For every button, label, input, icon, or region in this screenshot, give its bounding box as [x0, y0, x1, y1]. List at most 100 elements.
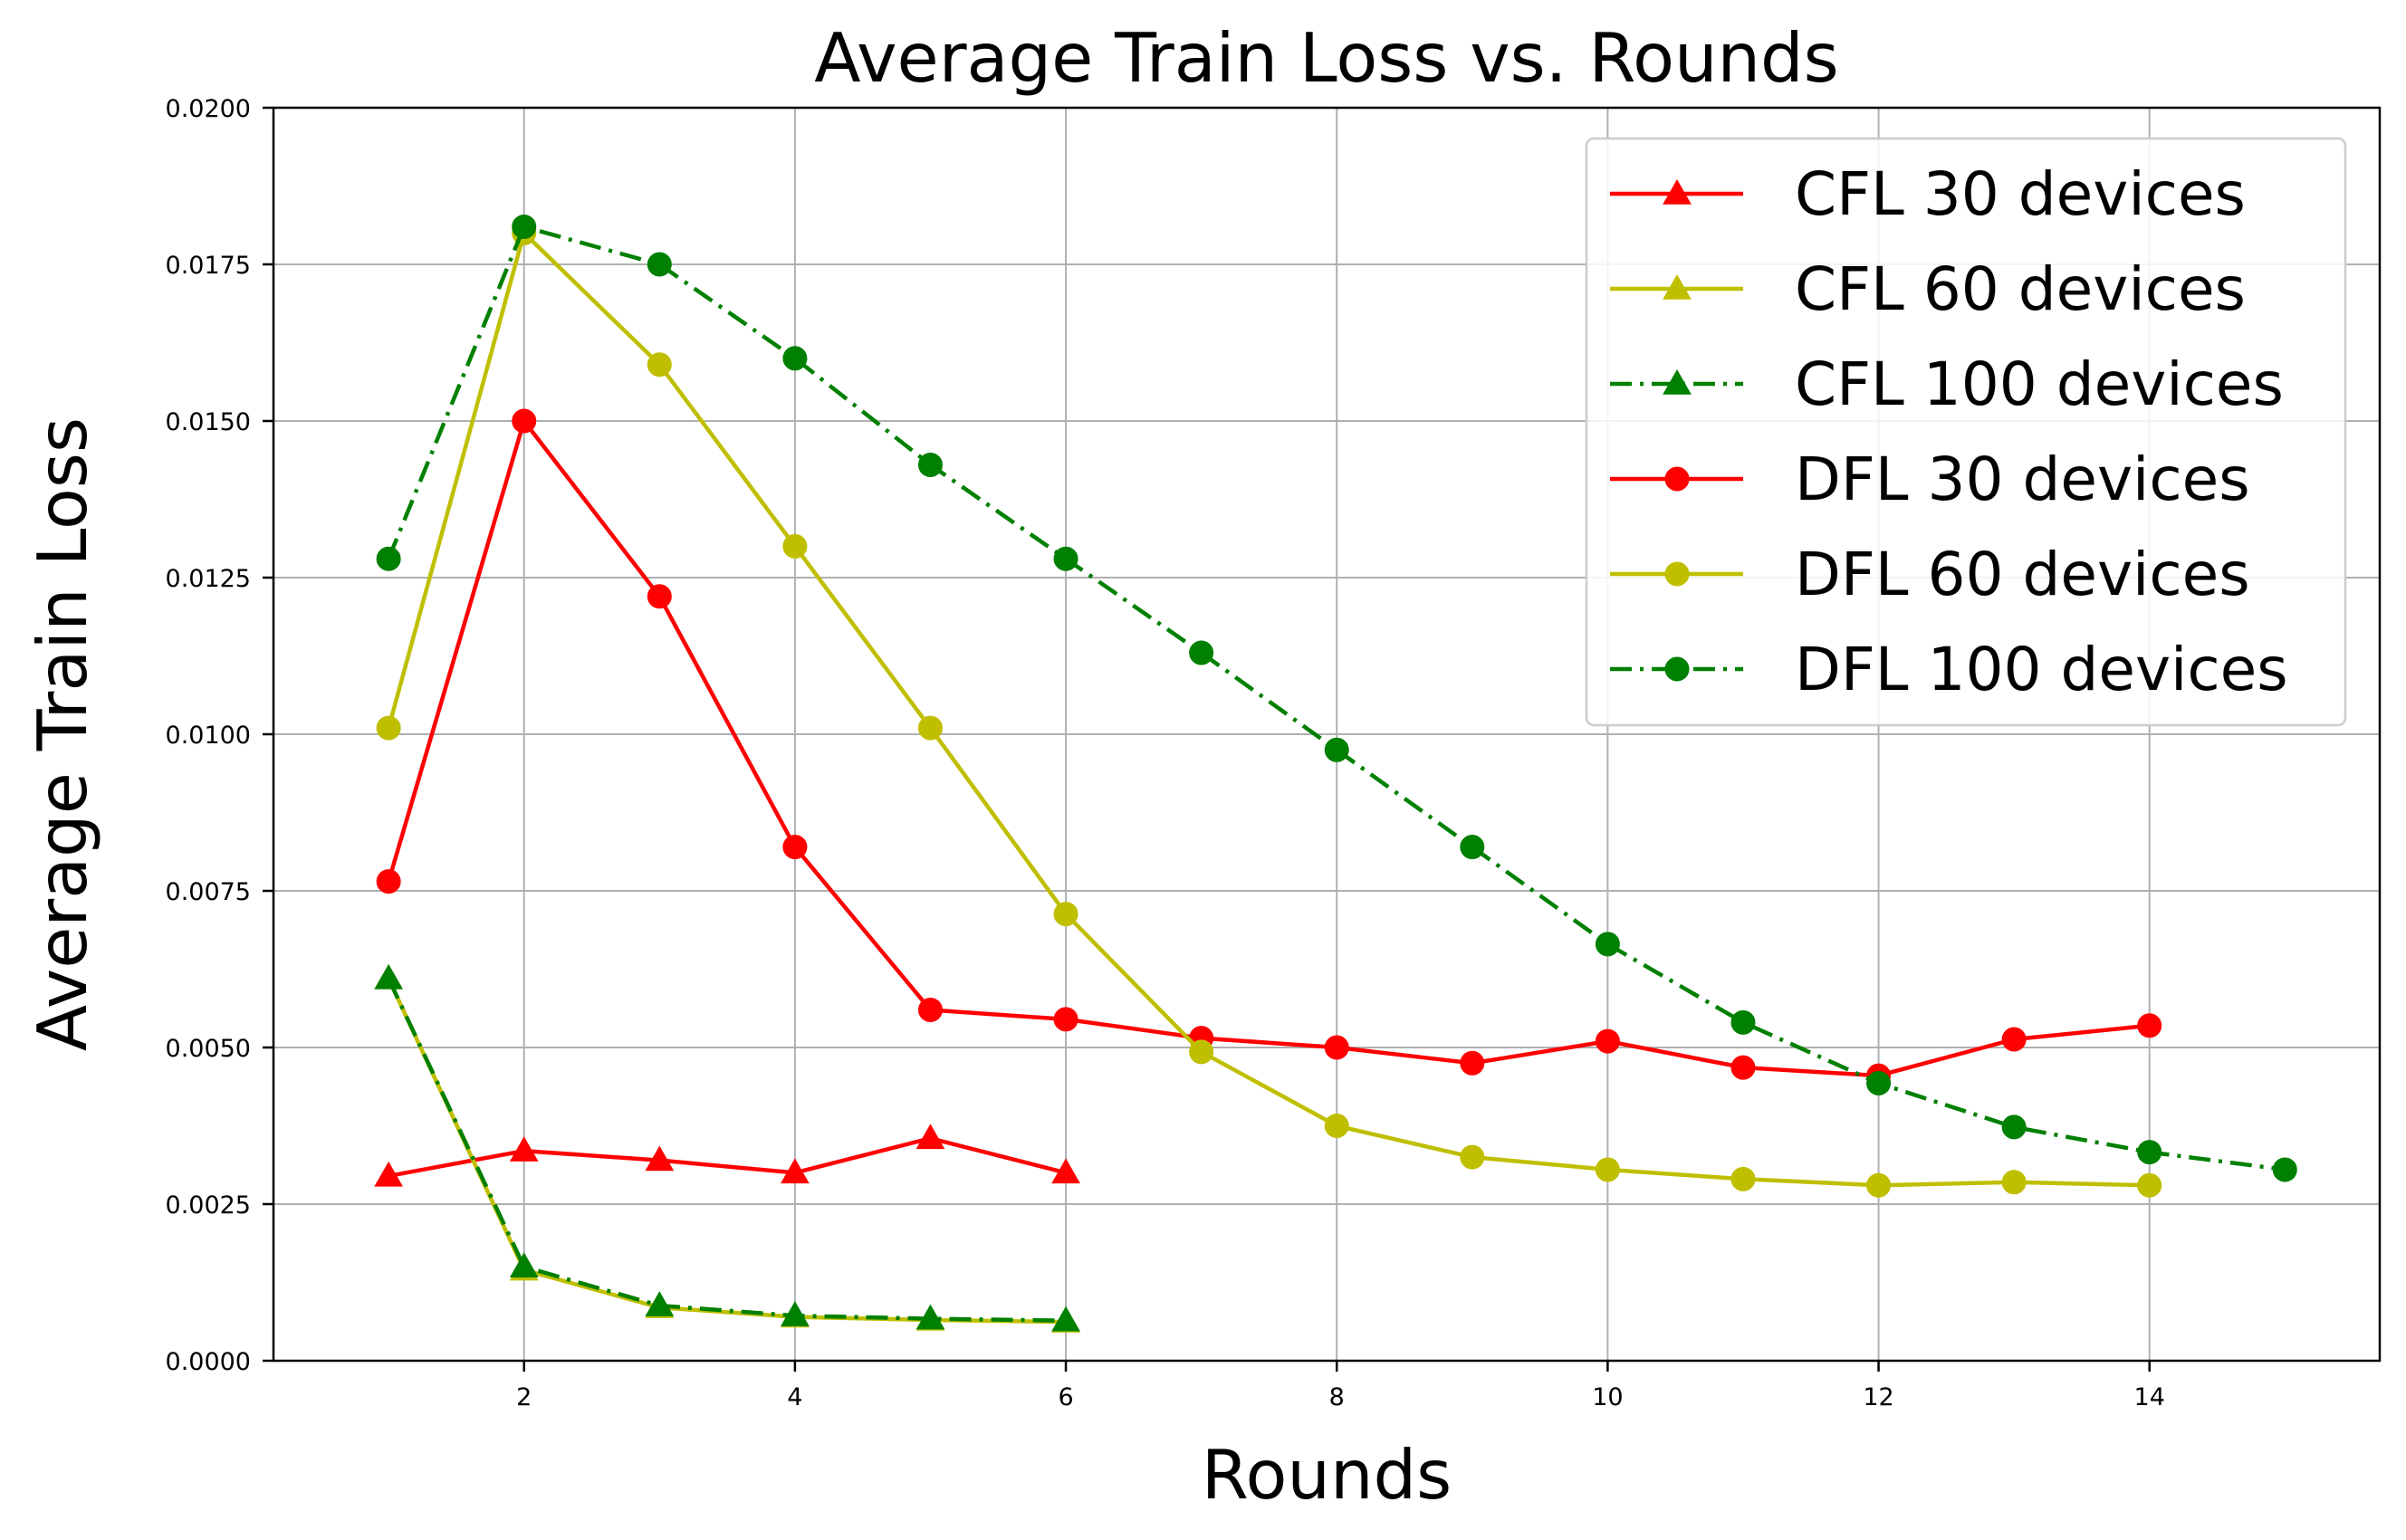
legend: CFL 30 devices CFL 60 devices CFL 100 devi…: [1585, 137, 2347, 727]
data-point: [1053, 1007, 1078, 1032]
data-point: [1460, 1050, 1485, 1076]
data-point: [647, 584, 672, 609]
data-point: [2001, 1027, 2027, 1052]
data-point: [1189, 640, 1214, 665]
y-tick-label: 0.0000: [166, 1348, 251, 1376]
legend-item: CFL 100 devices: [1610, 349, 2284, 419]
legend-item: DFL 100 devices: [1610, 635, 2288, 704]
data-point: [647, 352, 672, 378]
data-point: [2001, 1114, 2027, 1140]
series-line: [387, 977, 1067, 1323]
data-point: [917, 715, 943, 741]
series-dfl-100-devices: [376, 214, 2297, 1182]
data-point: [1595, 1028, 1620, 1054]
y-tick-label: 0.0025: [166, 1191, 251, 1220]
x-tick-label: 2: [516, 1383, 532, 1411]
data-point: [1189, 1039, 1214, 1065]
data-point: [647, 252, 672, 277]
y-tick-label: 0.0150: [166, 408, 251, 436]
data-point: [1053, 546, 1078, 571]
data-point: [1324, 1114, 1349, 1138]
legend-box: [1585, 137, 2347, 727]
legend-marker: [1663, 273, 1692, 300]
series-line: [386, 231, 2150, 1188]
data-point: [1730, 1055, 1756, 1080]
data-point: [2001, 1170, 2027, 1195]
y-tick-label: 0.0075: [166, 878, 251, 906]
data-point: [645, 1291, 675, 1316]
data-point: [917, 997, 943, 1022]
data-point: [1595, 1157, 1620, 1182]
data-point: [376, 546, 401, 571]
data-point: [376, 715, 401, 741]
legend-label: CFL 30 devices: [1795, 159, 2246, 229]
chart-title: Average Train Loss vs. Rounds: [814, 18, 1838, 98]
legend-item: DFL 60 devices: [1610, 540, 2250, 609]
data-point: [374, 1161, 404, 1187]
legend-item: CFL 60 devices: [1610, 254, 2246, 324]
legend-label: CFL 60 devices: [1795, 254, 2246, 324]
legend-label: CFL 100 devices: [1795, 349, 2284, 419]
data-point: [1460, 835, 1485, 860]
x-axis-title: Rounds: [1202, 1435, 1452, 1515]
data-point: [374, 963, 404, 990]
legend-marker: [1663, 178, 1692, 205]
legend-marker: [1664, 656, 1690, 682]
data-point: [917, 452, 943, 477]
data-point: [1460, 1144, 1485, 1170]
data-point: [2272, 1157, 2297, 1182]
axis-ticks: 2 4 6 8 10 12 14 0.0000 0.0025 0.0050 0.0075 0.0100…: [166, 95, 2165, 1411]
y-tick-label: 0.0100: [166, 722, 251, 750]
x-tick-label: 10: [1592, 1383, 1623, 1411]
y-tick-label: 0.0050: [166, 1035, 251, 1063]
data-point: [1730, 1009, 1756, 1035]
data-point: [509, 1252, 539, 1277]
data-point: [509, 1136, 539, 1162]
data-point: [2137, 1172, 2162, 1198]
data-point: [781, 1301, 810, 1326]
data-point: [782, 835, 808, 860]
data-point: [782, 346, 808, 371]
legend-label: DFL 30 devices: [1795, 445, 2250, 514]
legend-marker: [1664, 561, 1690, 587]
data-point: [1053, 902, 1078, 927]
data-point: [512, 408, 537, 434]
x-tick-label: 8: [1329, 1383, 1345, 1411]
data-point: [1324, 737, 1349, 762]
legend-item: DFL 30 devices: [1610, 445, 2250, 514]
data-point: [1730, 1166, 1756, 1191]
data-point: [915, 1124, 945, 1150]
y-tick-label: 0.0200: [166, 95, 251, 123]
series-cfl-100-devices: [374, 963, 1080, 1332]
data-point: [1866, 1172, 1892, 1198]
data-point: [512, 214, 537, 239]
data-point: [781, 1158, 810, 1184]
y-tick-label: 0.0175: [166, 252, 251, 280]
series-dfl-60-devices: [376, 220, 2162, 1198]
data-point: [782, 533, 808, 559]
legend-label: DFL 60 devices: [1795, 540, 2250, 609]
legend-marker: [1663, 368, 1692, 395]
x-tick-label: 14: [2134, 1383, 2165, 1411]
x-tick-label: 4: [787, 1383, 802, 1411]
legend-label: DFL 100 devices: [1795, 635, 2288, 704]
data-point: [376, 869, 401, 894]
data-point: [2137, 1140, 2162, 1165]
legend-item: CFL 30 devices: [1610, 159, 2246, 229]
plot-series: [374, 214, 2297, 1333]
data-point: [1866, 1070, 1892, 1095]
data-point: [645, 1145, 675, 1172]
series-cfl-30-devices: [374, 1124, 1080, 1187]
y-tick-label: 0.0125: [166, 565, 251, 593]
data-point: [2137, 1013, 2162, 1038]
data-point: [1051, 1306, 1080, 1332]
data-point: [1595, 932, 1620, 957]
legend-marker: [1664, 466, 1690, 492]
x-tick-label: 6: [1058, 1383, 1073, 1411]
data-point: [1051, 1158, 1080, 1184]
x-tick-label: 12: [1863, 1383, 1893, 1411]
data-point: [1324, 1035, 1349, 1060]
data-point: [915, 1304, 945, 1330]
series-line: [388, 1136, 1067, 1179]
